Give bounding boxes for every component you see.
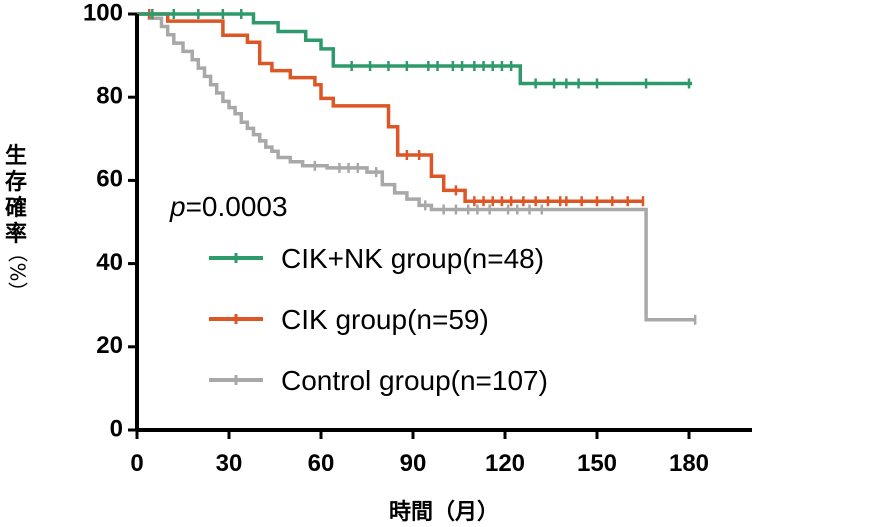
y-axis-title-unit: （%）: [6, 242, 30, 301]
legend-item-cik: CIK group(n=59): [209, 304, 489, 335]
x-axis-title: 時間（月）: [389, 500, 499, 525]
y-axis-title: 生 存 確 率 （%）: [5, 144, 30, 302]
y-axis-title-char-2: 存: [5, 169, 27, 195]
p-value-number: =0.0003: [186, 191, 288, 222]
series-layer: [137, 9, 697, 325]
p-value-symbol: p: [169, 191, 186, 222]
series-line-control: [137, 12, 696, 322]
series-line-cik: [137, 12, 643, 203]
x-tick-label-0: 0: [130, 450, 143, 477]
legend-label-control: Control group(n=107): [281, 365, 548, 396]
y-tick-label-5: 100: [83, 0, 123, 26]
ticks-layer: 0 30 60 90 120 150 180 0 20 40 60 80 100: [83, 0, 709, 477]
legend-item-control: Control group(n=107): [209, 365, 548, 396]
y-axis-title-char-4: 率: [5, 221, 27, 247]
p-value-annotation: p=0.0003: [169, 191, 288, 222]
y-tick-label-3: 60: [96, 166, 123, 193]
y-tick-label-4: 80: [96, 83, 123, 110]
y-axis-title-char-3: 確: [5, 195, 27, 221]
y-tick-label-0: 0: [110, 415, 123, 442]
x-tick-label-1: 30: [216, 450, 243, 477]
legend-item-cik-nk: CIK+NK group(n=48): [209, 243, 544, 274]
legend: CIK+NK group(n=48) CIK group(n=59) Contr…: [209, 243, 548, 396]
x-tick-label-5: 150: [577, 450, 617, 477]
x-tick-label-6: 180: [669, 450, 709, 477]
legend-label-cik-nk: CIK+NK group(n=48): [281, 243, 544, 274]
y-axis-title-char-1: 生: [5, 144, 27, 169]
legend-label-cik: CIK group(n=59): [281, 304, 489, 335]
series-line-cik-nk: [137, 12, 693, 86]
x-tick-label-3: 90: [400, 450, 427, 477]
y-tick-label-1: 20: [96, 332, 123, 359]
x-tick-label-4: 120: [485, 450, 525, 477]
y-tick-label-2: 40: [96, 249, 123, 276]
x-tick-label-2: 60: [308, 450, 335, 477]
